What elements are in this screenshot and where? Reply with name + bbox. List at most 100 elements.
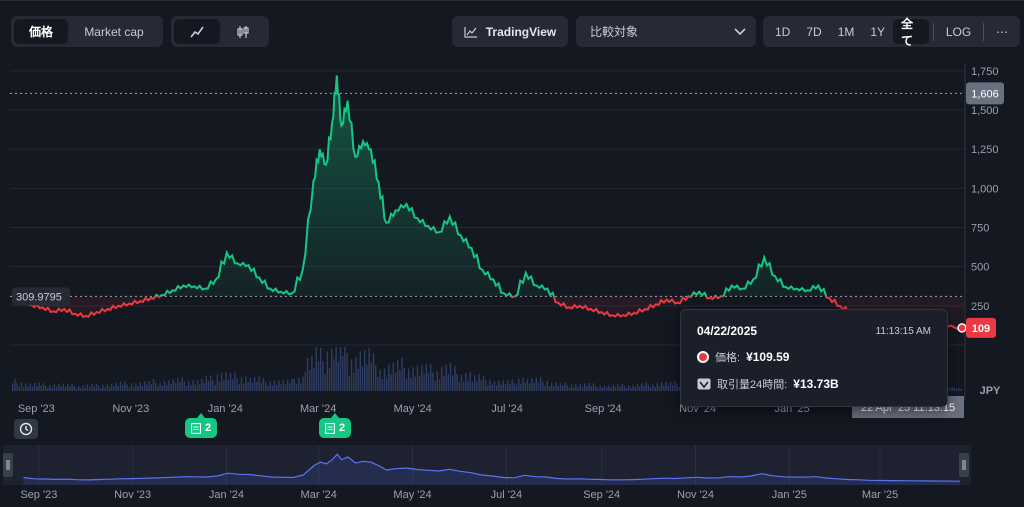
tradingview-button[interactable]: TradingView bbox=[452, 16, 568, 47]
volume-bar bbox=[377, 377, 379, 391]
candlestick-icon bbox=[237, 25, 249, 38]
volume-bar bbox=[47, 388, 49, 391]
volume-bar bbox=[141, 385, 144, 391]
more-options-button[interactable]: ⋯ bbox=[996, 24, 1008, 39]
volume-bar bbox=[614, 386, 617, 391]
volume-bar bbox=[386, 377, 388, 391]
x-tick-label: Mar '24 bbox=[300, 403, 336, 415]
volume-bar bbox=[526, 379, 529, 391]
volume-bar bbox=[458, 381, 460, 391]
volume-bar bbox=[291, 378, 293, 391]
volume-bar bbox=[234, 372, 236, 391]
volume-bar bbox=[289, 383, 291, 391]
volume-bar bbox=[553, 386, 555, 391]
volume-bar bbox=[678, 387, 680, 391]
volume-bar bbox=[540, 377, 542, 391]
volume-bar bbox=[579, 383, 581, 391]
volume-bar bbox=[18, 386, 20, 391]
line-chart-icon bbox=[190, 26, 204, 37]
volume-bar bbox=[174, 382, 177, 391]
volume-bar bbox=[630, 387, 632, 391]
range-all[interactable]: 全て bbox=[893, 17, 929, 48]
volume-bar bbox=[482, 375, 485, 391]
tab-market-cap[interactable]: Market cap bbox=[84, 24, 144, 39]
volume-bar bbox=[67, 384, 69, 391]
news-badge[interactable]: 2 bbox=[185, 413, 218, 438]
volume-bar bbox=[168, 380, 170, 391]
volume-bar bbox=[245, 376, 247, 391]
navigator-handle-left[interactable] bbox=[3, 453, 13, 477]
volume-bar bbox=[36, 386, 38, 391]
volume-bar bbox=[551, 382, 553, 391]
volume-bar bbox=[146, 384, 148, 391]
volume-bar bbox=[639, 386, 641, 391]
volume-bar bbox=[49, 385, 51, 391]
candlestick-chart-button[interactable] bbox=[220, 19, 266, 44]
range-7d[interactable]: 7D bbox=[806, 24, 822, 39]
volume-bar bbox=[232, 379, 234, 391]
volume-bar bbox=[423, 374, 425, 391]
volume-bar bbox=[155, 383, 157, 391]
navigator-handle-right[interactable] bbox=[959, 453, 969, 477]
volume-bar bbox=[608, 385, 610, 391]
volume-bar bbox=[157, 386, 159, 391]
volume-bar bbox=[390, 374, 392, 391]
y-tick-label: 250 bbox=[971, 301, 989, 313]
y-tick-label: 750 bbox=[971, 223, 989, 235]
volume-bar bbox=[278, 380, 280, 391]
tooltip-volume-value: ¥13.73B bbox=[793, 377, 839, 391]
range-navigator[interactable]: Sep '23 Nov '23 Jan '24 Mar '24 May '24 Jul '… bbox=[0, 445, 1024, 507]
history-button[interactable] bbox=[14, 419, 38, 439]
volume-bar bbox=[953, 388, 955, 391]
volume-bar bbox=[410, 378, 412, 391]
navigator-x-tick-label: Nov '23 bbox=[114, 489, 151, 501]
navigator-x-tick-label: Mar '24 bbox=[301, 489, 337, 501]
compare-select[interactable]: 比較対象 bbox=[576, 16, 756, 47]
price-tooltip: 04/22/2025 11:13:15 AM 価格: ¥109.59 取引量24… bbox=[680, 309, 948, 407]
volume-bar bbox=[449, 363, 452, 391]
volume-bar bbox=[97, 385, 100, 391]
line-chart-button[interactable] bbox=[174, 19, 220, 44]
volume-bar bbox=[258, 376, 260, 391]
volume-bar bbox=[247, 382, 249, 391]
volume-bar bbox=[427, 372, 430, 391]
volume-bar bbox=[480, 380, 482, 391]
volume-bar bbox=[643, 385, 645, 391]
range-1m[interactable]: 1M bbox=[837, 24, 855, 39]
range-1y[interactable]: 1Y bbox=[870, 24, 886, 39]
volume-bar bbox=[306, 357, 309, 391]
volume-bar bbox=[42, 383, 45, 391]
price-chart[interactable]: 250 500 750 1,000 1,250 1,500 1,750 Sep '23 Nov… bbox=[0, 55, 1024, 475]
volume-bar bbox=[496, 385, 498, 391]
volume-bar bbox=[82, 385, 84, 391]
x-tick-label: May '24 bbox=[394, 403, 432, 415]
volume-bar bbox=[531, 378, 533, 391]
volume-bar bbox=[522, 377, 524, 391]
tab-price[interactable]: 価格 bbox=[14, 19, 68, 44]
volume-bar bbox=[436, 370, 438, 391]
volume-bar bbox=[150, 384, 152, 391]
volume-bar bbox=[62, 383, 64, 391]
chart-kind-toggle bbox=[171, 16, 269, 47]
volume-bar bbox=[575, 383, 577, 391]
volume-bar bbox=[529, 383, 531, 391]
range-1d[interactable]: 1D bbox=[775, 24, 791, 39]
volume-bar bbox=[207, 380, 210, 391]
volume-bar bbox=[53, 384, 56, 391]
news-badge[interactable]: 2 bbox=[319, 413, 352, 438]
volume-bar bbox=[469, 372, 471, 391]
volume-bar bbox=[16, 382, 18, 391]
volume-bar bbox=[166, 384, 168, 391]
tooltip-time: 11:13:15 AM bbox=[875, 325, 931, 337]
volume-bar bbox=[135, 383, 137, 391]
volume-bar bbox=[518, 378, 520, 391]
volume-bar bbox=[447, 374, 449, 391]
volume-bar bbox=[34, 383, 36, 391]
volume-bar bbox=[126, 384, 128, 391]
volume-bar bbox=[89, 386, 91, 391]
volume-bar bbox=[320, 347, 322, 391]
volume-bar bbox=[493, 381, 496, 391]
volume-bar bbox=[144, 381, 146, 391]
log-scale-button[interactable]: LOG bbox=[945, 24, 972, 39]
volume-bar bbox=[315, 347, 317, 391]
